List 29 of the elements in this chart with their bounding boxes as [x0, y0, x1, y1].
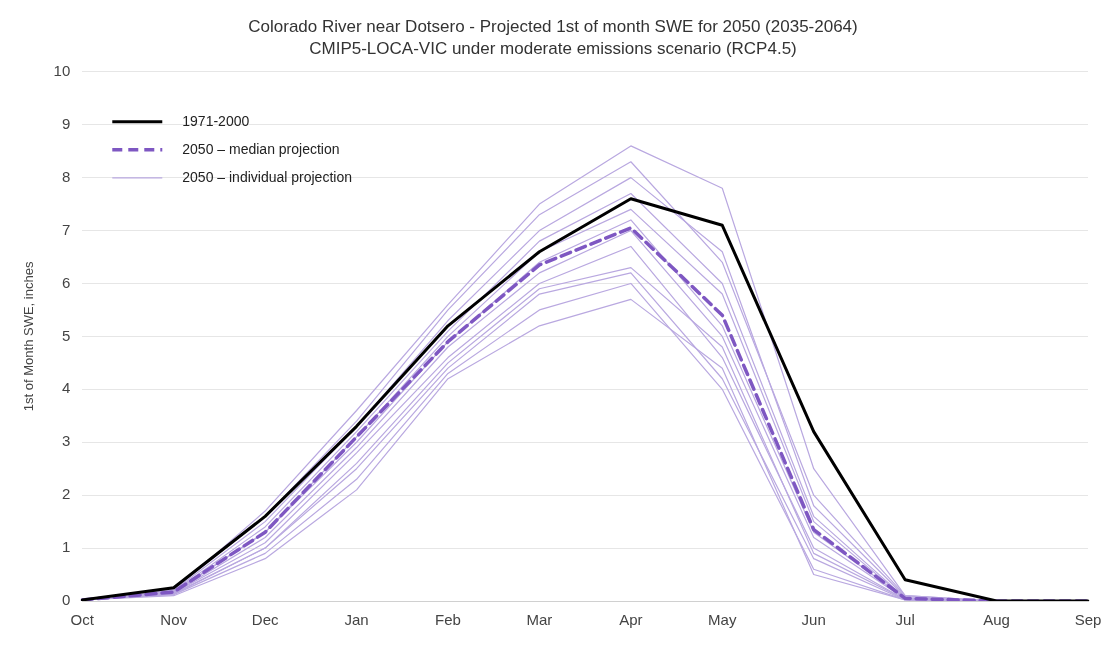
y-tick-label: 2: [61, 485, 71, 503]
x-tick-label: Aug: [983, 611, 1010, 629]
x-tick-label: Nov: [160, 611, 188, 629]
x-tick-label: Jun: [801, 611, 826, 629]
y-tick-label: 6: [61, 273, 71, 291]
x-tick-label: Dec: [251, 611, 279, 629]
y-tick-label: 5: [61, 326, 71, 344]
y-tick-label: 8: [61, 167, 71, 185]
x-tick-label: Apr: [619, 611, 643, 629]
y-tick-label: 1: [61, 538, 71, 556]
x-tick-label: Sep: [1074, 611, 1102, 629]
chart-subtitle: CMIP5-LOCA-VIC under moderate emissions scenario (RCP4.5): [309, 39, 797, 59]
x-tick-label: Mar: [526, 611, 553, 629]
y-axis-title: 1st of Month SWE, inches: [21, 261, 37, 412]
legend-label: 2050 – median projection: [182, 140, 340, 157]
y-tick-label: 4: [61, 379, 71, 397]
y-tick-label: 7: [61, 220, 71, 238]
legend-label: 1971-2000: [182, 112, 250, 129]
x-tick-label: Jan: [344, 611, 369, 629]
x-tick-label: Oct: [70, 611, 95, 629]
x-tick-label: May: [708, 611, 737, 629]
y-tick-label: 0: [61, 591, 71, 609]
y-tick-label: 9: [61, 114, 71, 132]
chart-title: Colorado River near Dotsero - Projected 1st of month SWE for 2050 (2035-2064): [248, 16, 858, 36]
y-tick-label: 3: [61, 432, 71, 450]
y-tick-label: 10: [53, 61, 71, 79]
x-tick-label: Feb: [435, 611, 461, 629]
legend-label: 2050 – individual projection: [182, 168, 352, 185]
x-tick-label: Jul: [895, 611, 915, 629]
